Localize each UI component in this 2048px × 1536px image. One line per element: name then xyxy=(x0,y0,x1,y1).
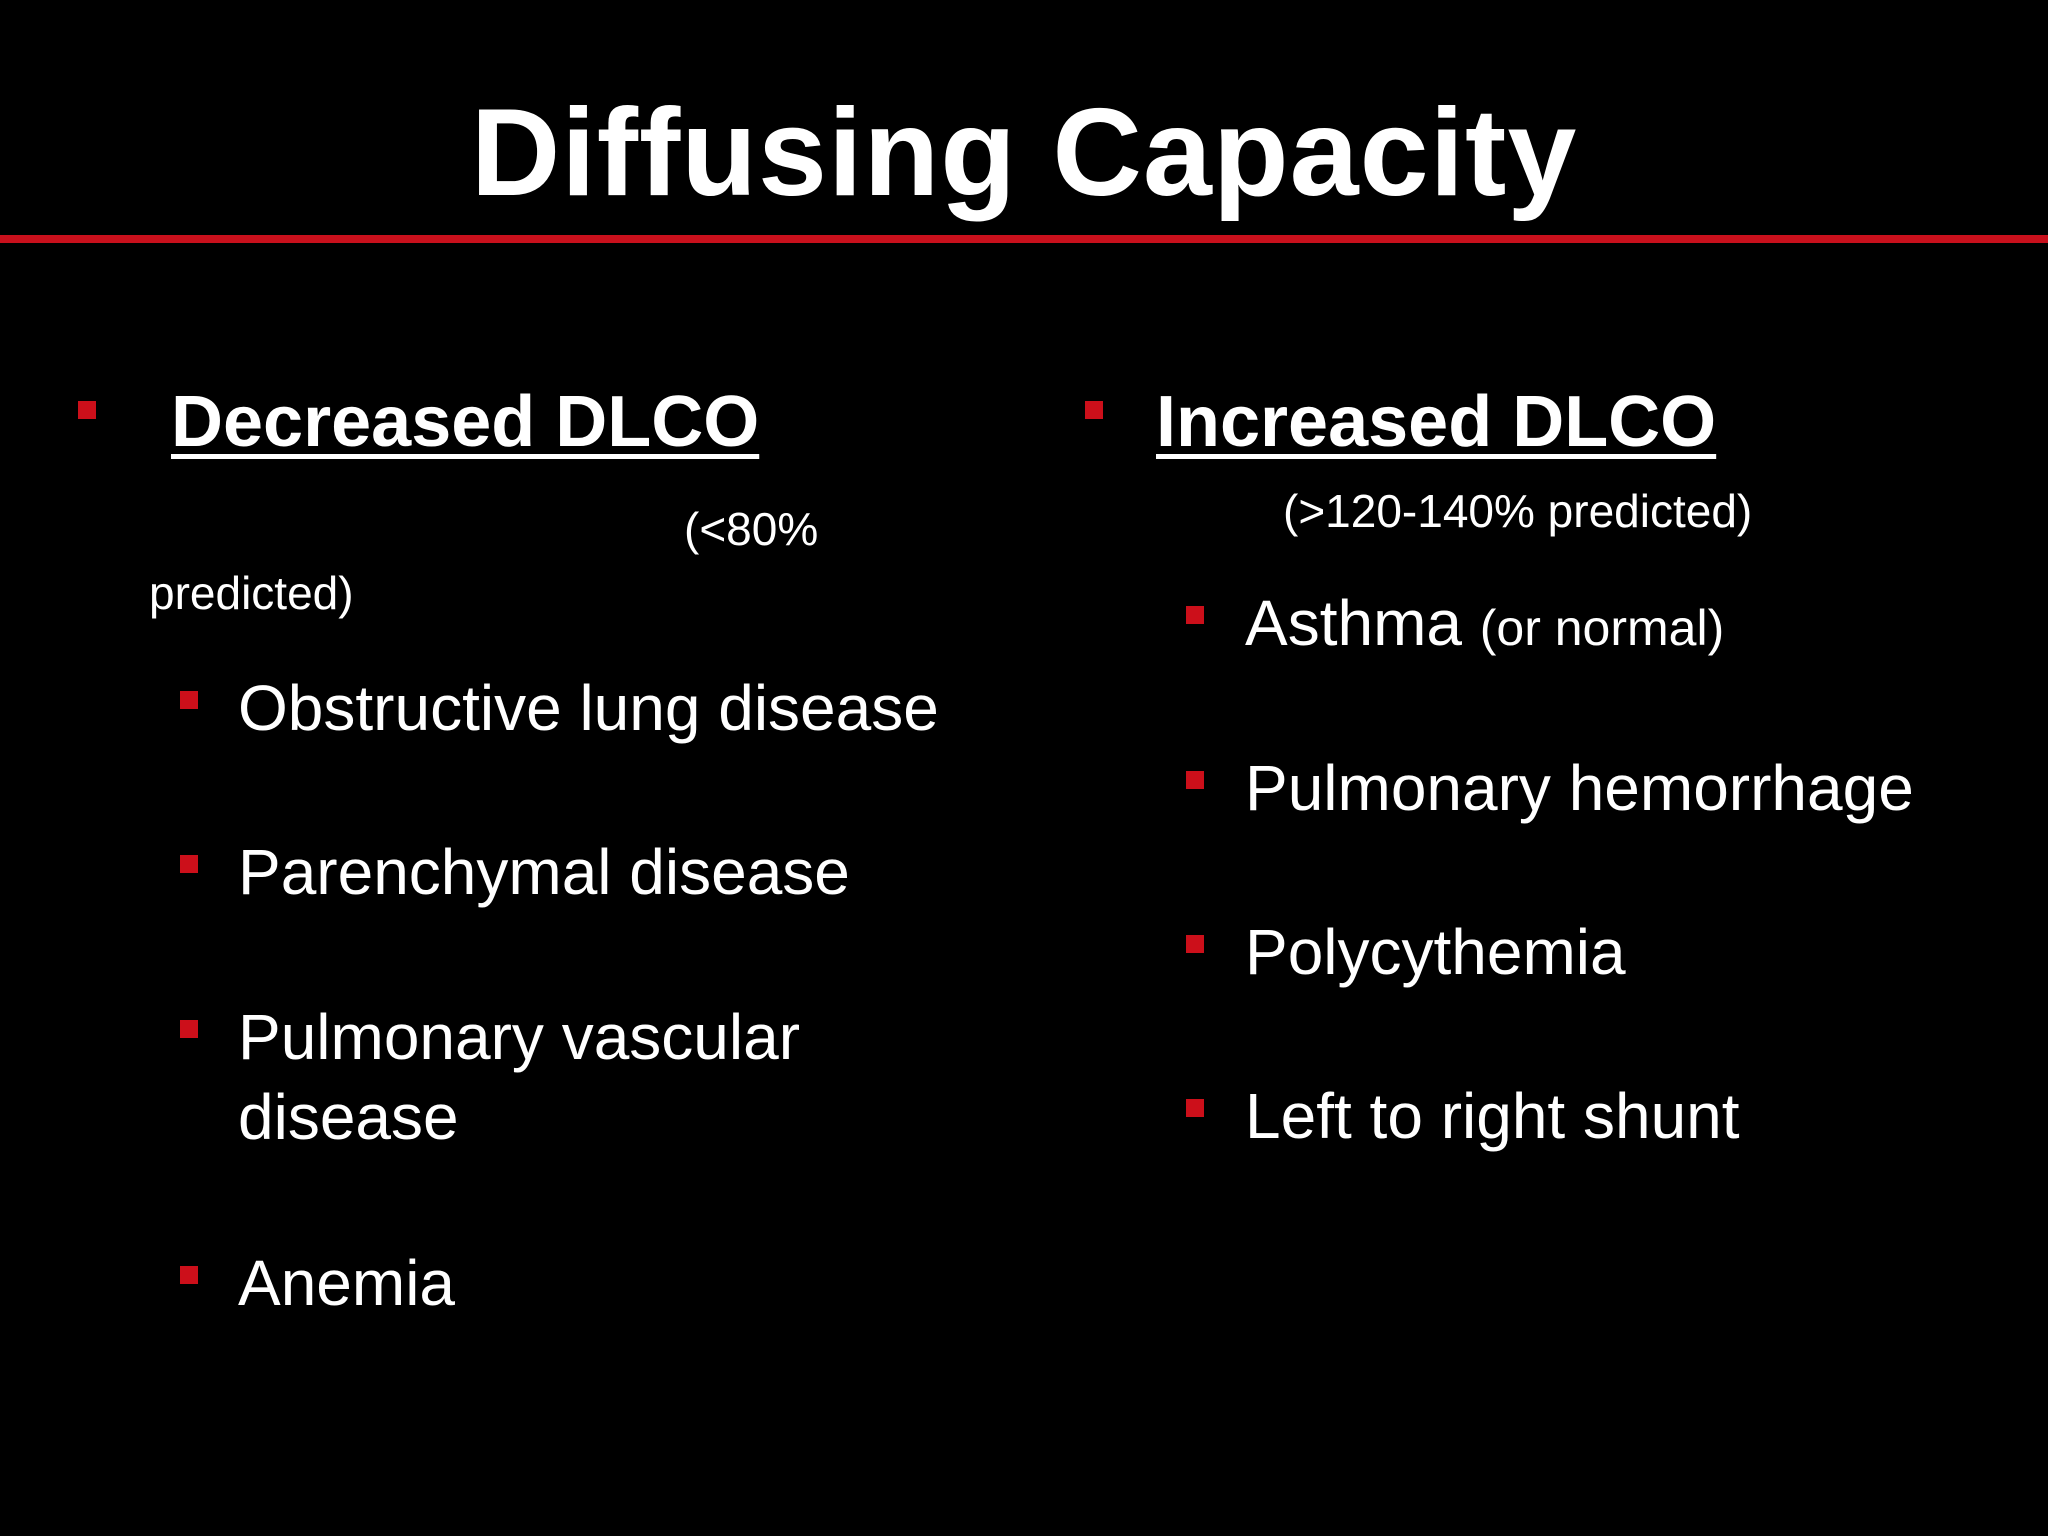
left-column-note-line2: predicted) xyxy=(149,567,354,619)
right-column-heading: Increased DLCO xyxy=(1156,382,1717,462)
right-item-hemorrhage: Pulmonary hemorrhage xyxy=(1245,752,1914,824)
slide-title: Diffusing Capacity xyxy=(470,84,1578,222)
right-item-asthma-label: Asthma xyxy=(1245,587,1462,659)
left-item-obstructive: Obstructive lung disease xyxy=(238,672,939,744)
bullet-square-icon xyxy=(1186,935,1204,953)
bullet-square-icon xyxy=(180,1020,198,1038)
left-item-vascular-line2: disease xyxy=(238,1081,459,1153)
left-item-anemia: Anemia xyxy=(238,1247,455,1319)
left-item-vascular-line1: Pulmonary vascular xyxy=(238,1001,800,1073)
right-item-polycythemia: Polycythemia xyxy=(1245,916,1626,988)
bullet-square-icon xyxy=(1186,1099,1204,1117)
left-column-heading: Decreased DLCO xyxy=(171,382,760,462)
right-item-asthma-note: (or normal) xyxy=(1479,600,1725,656)
bullet-square-icon xyxy=(1085,401,1103,419)
left-column-note-line1: (<80% xyxy=(684,503,819,555)
right-item-shunt: Left to right shunt xyxy=(1245,1080,1740,1152)
left-item-parenchymal: Parenchymal disease xyxy=(238,836,850,908)
bullet-square-icon xyxy=(78,401,96,419)
right-column-note: (>120-140% predicted) xyxy=(1283,485,1753,537)
bullet-square-icon xyxy=(1186,771,1204,789)
bullet-square-icon xyxy=(180,855,198,873)
bullet-square-icon xyxy=(180,1266,198,1284)
bullet-square-icon xyxy=(180,691,198,709)
bullet-square-icon xyxy=(1186,606,1204,624)
title-divider xyxy=(0,235,2048,243)
right-item-asthma: Asthma (or normal) xyxy=(1245,584,1724,667)
